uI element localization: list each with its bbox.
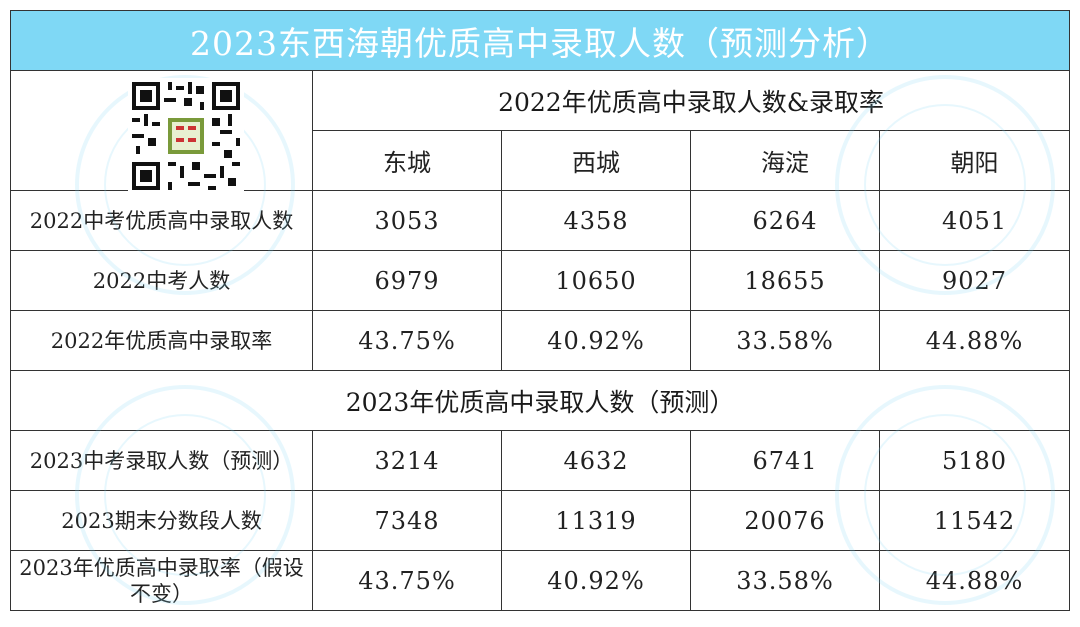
table-cell: 6741 — [690, 430, 880, 491]
row-label: 2022中考优质高中录取人数 — [10, 190, 313, 251]
section-title-2023: 2023年优质高中录取人数（预测） — [9, 370, 1071, 431]
table-cell: 4632 — [501, 430, 691, 491]
table-cell: 11319 — [501, 490, 691, 551]
table-cell: 43.75% — [312, 310, 502, 371]
table-cell: 6264 — [690, 190, 880, 251]
table-row: 2023期末分数段人数 7348 11319 20076 11542 — [10, 490, 1071, 551]
table-cell: 5180 — [878, 430, 1071, 491]
table-cell: 3214 — [312, 430, 502, 491]
table-cell: 20076 — [690, 490, 880, 551]
admission-table: 2023东西海朝优质高中录取人数（预测分析） 2022年优质高中录取人数&录取率… — [9, 10, 1071, 611]
table-cell: 10650 — [501, 250, 691, 311]
table-cell: 44.88% — [878, 310, 1071, 371]
table-cell: 4051 — [878, 190, 1071, 251]
table-row: 2022中考人数 6979 10650 18655 9027 — [10, 250, 1071, 311]
qr-code-icon — [128, 78, 244, 194]
district-header-row: 东城 西城 海淀 朝阳 — [11, 130, 1071, 191]
table-cell: 33.58% — [690, 550, 880, 611]
table-cell: 40.92% — [501, 310, 691, 371]
section-title-2022: 2022年优质高中录取人数&录取率 — [311, 70, 1071, 131]
row-label: 2023期末分数段人数 — [10, 490, 313, 551]
table-cell: 33.58% — [690, 310, 880, 371]
table-cell: 11542 — [878, 490, 1071, 551]
table-cell: 7348 — [312, 490, 502, 551]
title-row: 2023东西海朝优质高中录取人数（预测分析） — [9, 10, 1071, 71]
table-cell: 43.75% — [312, 550, 502, 611]
district-header: 朝阳 — [878, 130, 1071, 191]
row-label: 2023中考录取人数（预测） — [10, 430, 313, 491]
table-row: 2022年优质高中录取率 43.75% 40.92% 33.58% 44.88% — [10, 310, 1071, 371]
row-label: 2023年优质高中录取率（假设不变） — [10, 550, 313, 611]
table-row: 2022中考优质高中录取人数 3053 4358 6264 4051 — [10, 190, 1071, 251]
table-cell: 3053 — [312, 190, 502, 251]
table-cell: 18655 — [690, 250, 880, 311]
row-label: 2022年优质高中录取率 — [10, 310, 313, 371]
table-cell: 4358 — [501, 190, 691, 251]
district-header: 东城 — [312, 130, 502, 191]
district-header: 海淀 — [690, 130, 880, 191]
table-cell: 40.92% — [501, 550, 691, 611]
table-row: 2023年优质高中录取率（假设不变） 43.75% 40.92% 33.58% … — [10, 550, 1071, 611]
row-label: 2022中考人数 — [10, 250, 313, 311]
table-cell: 44.88% — [878, 550, 1071, 611]
table-cell: 9027 — [878, 250, 1071, 311]
section-row-2023: 2023年优质高中录取人数（预测） — [9, 370, 1071, 431]
table-cell: 6979 — [312, 250, 502, 311]
district-header: 西城 — [501, 130, 691, 191]
admission-table-container: 2023东西海朝优质高中录取人数（预测分析） 2022年优质高中录取人数&录取率… — [9, 10, 1071, 616]
page-title: 2023东西海朝优质高中录取人数（预测分析） — [9, 10, 1071, 71]
table-row: 2023中考录取人数（预测） 3214 4632 6741 5180 — [10, 430, 1071, 491]
